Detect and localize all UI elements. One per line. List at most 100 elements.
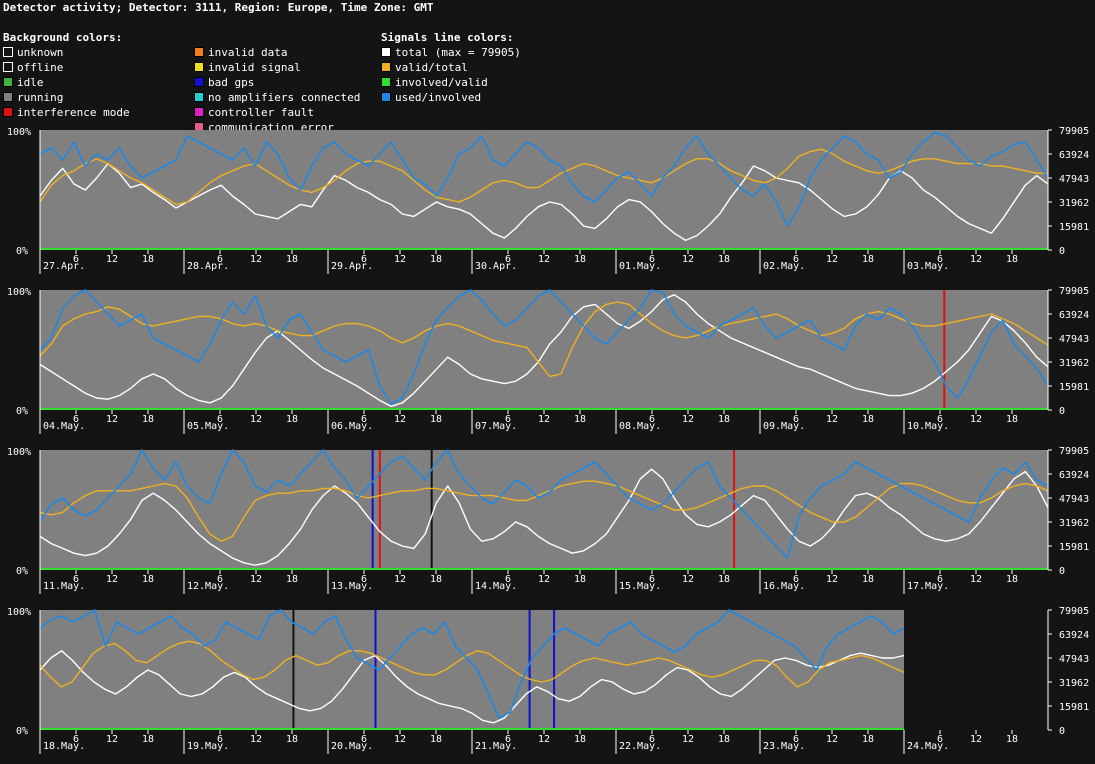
day-label: 03.May. xyxy=(907,261,949,272)
hour-tick-label: 12 xyxy=(106,574,118,585)
hour-tick-label: 6 xyxy=(217,734,223,745)
legend-background-list-2: invalid data invalid signal bad gps no ampl… xyxy=(194,45,360,135)
series-total xyxy=(39,468,1049,566)
legend-background-label: idle xyxy=(17,76,44,89)
hour-tick-label: 12 xyxy=(538,574,550,585)
legend-signal-swatch xyxy=(381,62,391,72)
hour-tick-label: 12 xyxy=(970,414,982,425)
legend-background-item: unknown xyxy=(3,45,130,60)
day-label: 24.May. xyxy=(907,741,949,752)
hour-tick-label: 12 xyxy=(106,414,118,425)
day-label: 28.Apr. xyxy=(187,261,229,272)
event-band-badgps xyxy=(553,610,556,730)
left-tick-label: 100% xyxy=(7,287,31,298)
event-band-offline xyxy=(292,610,295,730)
hour-tick-label: 12 xyxy=(826,414,838,425)
series-used xyxy=(39,289,1049,405)
legend-background-item: controller fault xyxy=(194,105,360,120)
hour-tick-label: 18 xyxy=(142,414,154,425)
hour-tick-label: 18 xyxy=(718,414,730,425)
hour-tick-label: 6 xyxy=(793,414,799,425)
legend-signals-heading: Signals line colors: xyxy=(381,31,514,44)
legend-background-swatch xyxy=(3,107,13,117)
day-label: 30.Apr. xyxy=(475,261,517,272)
day-label: 08.May. xyxy=(619,421,661,432)
series-valid xyxy=(39,480,1049,542)
right-tick-label: 0 xyxy=(1059,726,1065,737)
hour-tick-label: 18 xyxy=(430,414,442,425)
hour-tick-label: 6 xyxy=(361,254,367,265)
legend-background-label: bad gps xyxy=(208,76,255,89)
day-label: 09.May. xyxy=(763,421,805,432)
right-tick-label: 47943 xyxy=(1059,174,1089,185)
right-tick-label: 15981 xyxy=(1059,222,1089,233)
legend-signal-label: valid/total xyxy=(395,61,468,74)
hour-tick-label: 12 xyxy=(538,254,550,265)
legend-background-label: unknown xyxy=(17,46,64,59)
left-tick-label: 0% xyxy=(16,726,28,737)
day-label: 15.May. xyxy=(619,581,661,592)
hour-tick-label: 6 xyxy=(649,734,655,745)
legend-signal-item: used/involved xyxy=(381,90,521,105)
hour-tick-label: 12 xyxy=(682,734,694,745)
hour-tick-label: 18 xyxy=(286,414,298,425)
legend-background-item: interference mode xyxy=(3,105,130,120)
hour-tick-label: 18 xyxy=(718,734,730,745)
hour-tick-label: 6 xyxy=(793,734,799,745)
hour-tick-label: 12 xyxy=(970,254,982,265)
hour-tick-label: 12 xyxy=(970,574,982,585)
hour-tick-label: 6 xyxy=(505,414,511,425)
right-tick-label: 31962 xyxy=(1059,518,1089,529)
right-tick-label: 47943 xyxy=(1059,494,1089,505)
right-tick-label: 0 xyxy=(1059,566,1065,577)
hour-tick-label: 6 xyxy=(217,574,223,585)
hour-tick-label: 6 xyxy=(73,734,79,745)
day-label: 07.May. xyxy=(475,421,517,432)
hour-tick-label: 6 xyxy=(937,414,943,425)
legend-background-label: controller fault xyxy=(208,106,314,119)
legend-background-heading: Background colors: xyxy=(3,31,123,44)
hour-tick-label: 6 xyxy=(649,254,655,265)
hour-tick-label: 12 xyxy=(394,414,406,425)
legend-background-swatch xyxy=(194,77,204,87)
legend-background-label: no amplifiers connected xyxy=(208,91,361,104)
series-valid xyxy=(39,301,1049,378)
hour-tick-label: 18 xyxy=(1006,254,1018,265)
series-used xyxy=(39,449,1049,559)
hour-tick-label: 18 xyxy=(862,414,874,425)
right-tick-label: 31962 xyxy=(1059,678,1089,689)
hour-tick-label: 18 xyxy=(142,254,154,265)
hour-tick-label: 18 xyxy=(142,734,154,745)
left-tick-label: 100% xyxy=(7,127,31,138)
legend-background-label: invalid signal xyxy=(208,61,301,74)
day-label: 12.May. xyxy=(187,581,229,592)
legend-background-list-1: unknown offline idle running interference mo… xyxy=(3,45,130,120)
hour-tick-label: 18 xyxy=(718,254,730,265)
legend-background-swatch xyxy=(194,62,204,72)
hour-tick-label: 18 xyxy=(430,254,442,265)
event-band-interference xyxy=(943,290,946,410)
legend-background-item: idle xyxy=(3,75,130,90)
right-tick-label: 63924 xyxy=(1059,630,1089,641)
legend-background-item: running xyxy=(3,90,130,105)
hour-tick-label: 6 xyxy=(505,734,511,745)
hour-tick-label: 18 xyxy=(862,734,874,745)
hour-tick-label: 12 xyxy=(826,574,838,585)
running-background xyxy=(40,290,1048,410)
hour-tick-label: 6 xyxy=(73,414,79,425)
hour-tick-label: 18 xyxy=(142,574,154,585)
legend-signals-list: total (max = 79905) valid/total involved/v… xyxy=(381,45,521,105)
right-tick-label: 47943 xyxy=(1059,654,1089,665)
legend-background-swatch xyxy=(3,47,13,57)
hour-tick-label: 18 xyxy=(718,574,730,585)
hour-tick-label: 18 xyxy=(430,574,442,585)
event-band-badgps xyxy=(374,610,377,730)
hour-tick-label: 12 xyxy=(682,414,694,425)
hour-tick-label: 6 xyxy=(73,574,79,585)
legend-background-group-2: invalid data invalid signal bad gps no ampl… xyxy=(194,30,360,135)
right-tick-label: 79905 xyxy=(1059,606,1089,617)
legend-background-swatch xyxy=(3,92,13,102)
day-label: 16.May. xyxy=(763,581,805,592)
day-label: 11.May. xyxy=(43,581,85,592)
legend-background-item: offline xyxy=(3,60,130,75)
